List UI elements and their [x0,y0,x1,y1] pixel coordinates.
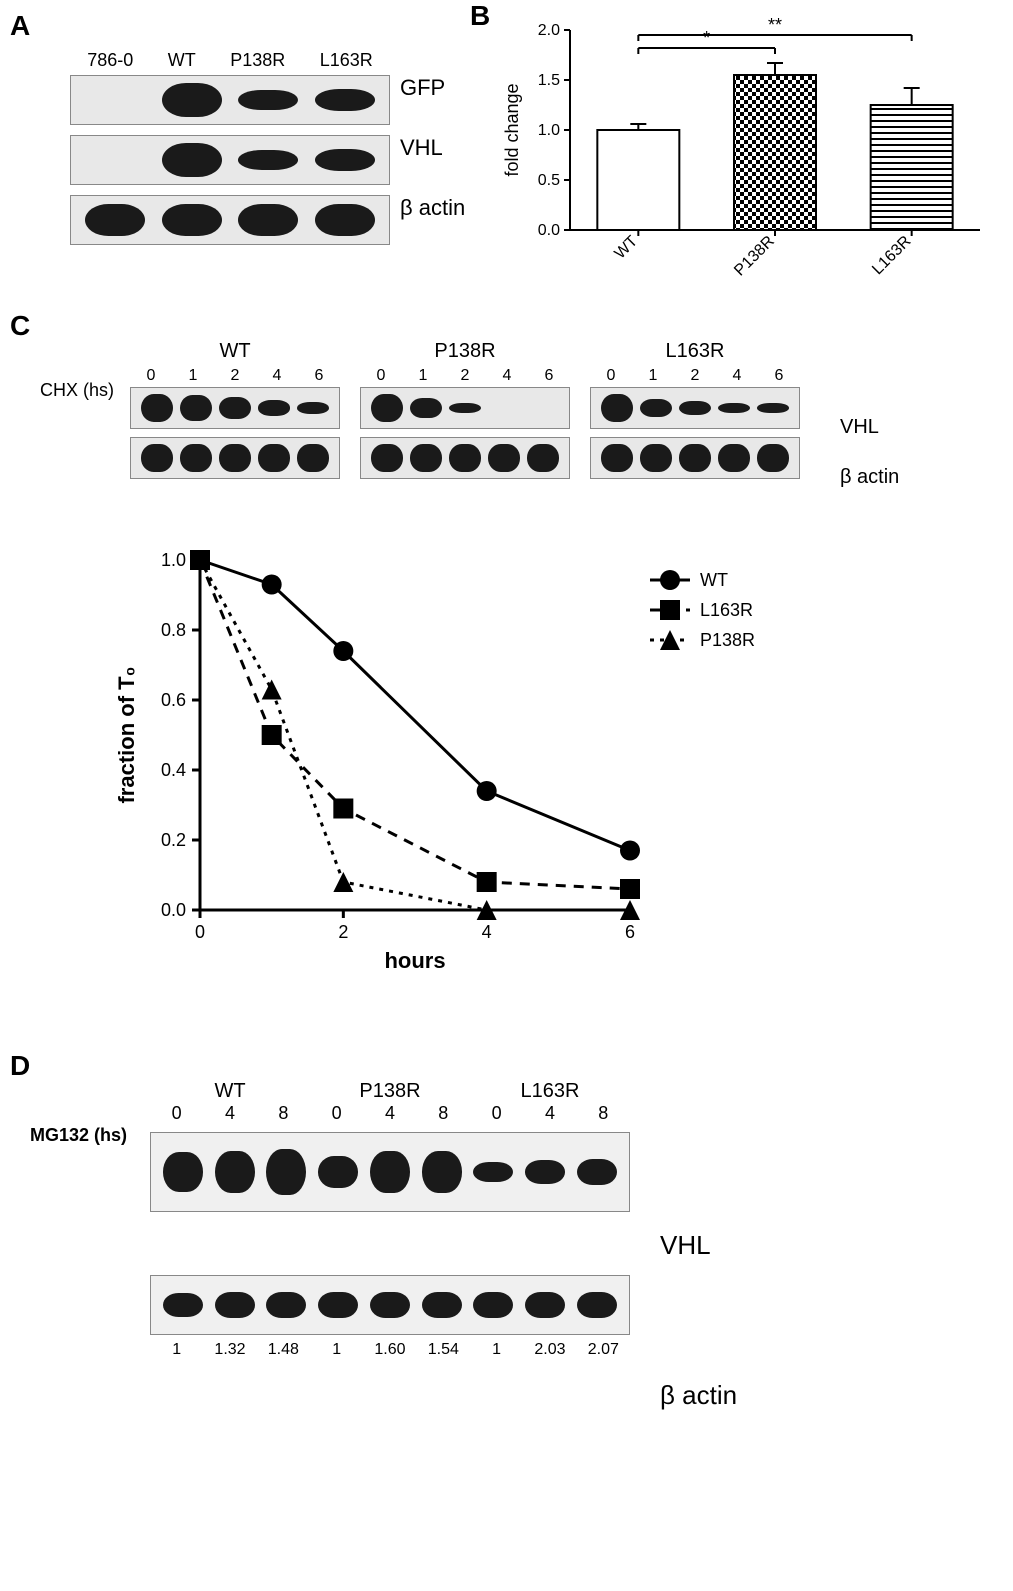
d-quant-val: 1.54 [417,1341,470,1359]
svg-text:2.0: 2.0 [538,22,560,39]
d-tp: 4 [363,1103,416,1124]
d-group-p138r: P138R [310,1080,470,1103]
c-blot-bactin [360,437,570,479]
svg-text:0.5: 0.5 [538,172,560,189]
d-quant-val: 1.32 [203,1341,256,1359]
d-tp: 0 [310,1103,363,1124]
panel-c-row-labels: VHL β actin [840,402,899,502]
svg-text:0.8: 0.8 [161,620,186,640]
panel-d-label: D [10,1050,30,1082]
c-group-label: WT [130,340,340,363]
c-row-bactin: β actin [840,452,899,502]
panel-d-area: WT P138R L163R 048048048 11.321.4811.601… [150,1080,630,1359]
d-quant-val: 1.60 [363,1341,416,1359]
c-blot-bactin [130,437,340,479]
svg-text:*: * [703,28,710,48]
c-group-l163r: L163R 01246 [590,340,800,487]
svg-text:L163R: L163R [869,233,914,278]
c-group-label: P138R [360,340,570,363]
lane-wt: WT [168,50,196,71]
d-quant-row: 11.321.4811.601.5412.032.07 [150,1341,630,1359]
panel-c-label: C [10,310,30,342]
d-tp: 8 [417,1103,470,1124]
c-group-wt: WT 01246 [130,340,340,487]
row-label-bactin: β actin [400,178,465,238]
c-row-vhl: VHL [840,402,899,452]
d-group-wt: WT [150,1080,310,1103]
c-group-label: L163R [590,340,800,363]
d-group-labels: WT P138R L163R [150,1080,630,1103]
c-blot-vhl [360,387,570,429]
svg-text:WT: WT [612,233,642,263]
svg-text:P138R: P138R [700,630,755,650]
d-blot-bactin [150,1275,630,1335]
svg-text:**: ** [768,15,782,35]
svg-text:4: 4 [482,922,492,942]
chx-label: CHX (hs) [40,380,114,401]
svg-text:fold change: fold change [502,83,522,176]
svg-text:0.4: 0.4 [161,760,186,780]
svg-text:6: 6 [625,922,635,942]
svg-text:1.0: 1.0 [161,550,186,570]
d-tp: 4 [523,1103,576,1124]
mg132-label: MG132 (hs) [30,1125,127,1146]
panel-a-lane-labels: 786-0 WT P138R L163R [70,50,390,71]
svg-text:L163R: L163R [700,600,753,620]
panel-d-row-labels: VHL β actin [660,1170,737,1470]
d-tp: 0 [150,1103,203,1124]
svg-text:WT: WT [700,570,728,590]
d-blot-vhl [150,1132,630,1212]
c-timepoints: 01246 [130,367,340,385]
svg-text:0.2: 0.2 [161,830,186,850]
row-label-gfp: GFP [400,58,465,118]
svg-text:P138R: P138R [731,233,778,280]
svg-text:0.0: 0.0 [538,222,560,239]
d-quant-val: 1 [310,1341,363,1359]
svg-text:1.0: 1.0 [538,122,560,139]
row-label-vhl: VHL [400,118,465,178]
panel-a-label: A [10,10,30,42]
panel-a-row-labels: GFP VHL β actin [400,58,465,238]
svg-text:fraction of T₀: fraction of T₀ [114,666,139,803]
blot-gfp [70,75,390,125]
d-tp: 0 [470,1103,523,1124]
panel-b-label: B [470,0,490,32]
d-tp: 8 [577,1103,630,1124]
svg-text:0.6: 0.6 [161,690,186,710]
svg-text:hours: hours [384,948,445,973]
blot-vhl [70,135,390,185]
lane-l163r: L163R [320,50,373,71]
c-blot-bactin [590,437,800,479]
d-quant-val: 1 [150,1341,203,1359]
panel-c-blot-grid: WT 01246 P138R 01246 L163R 01246 [130,340,820,487]
svg-text:0.0: 0.0 [161,900,186,920]
d-quant-val: 1.48 [257,1341,310,1359]
d-group-l163r: L163R [470,1080,630,1103]
lane-786-0: 786-0 [87,50,133,71]
svg-text:1.5: 1.5 [538,72,560,89]
d-tp: 8 [257,1103,310,1124]
d-row-vhl: VHL [660,1170,737,1320]
svg-text:2: 2 [338,922,348,942]
d-quant-val: 2.03 [523,1341,576,1359]
d-row-bactin: β actin [660,1320,737,1470]
decay-line-chart: 0.0 0.2 0.4 0.6 0.8 1.0 0 2 4 6 WT L163R P138R hours f… [110,540,810,980]
d-quant-val: 2.07 [577,1341,630,1359]
c-blot-vhl [130,387,340,429]
c-group-p138r: P138R 01246 [360,340,570,487]
c-blot-vhl [590,387,800,429]
d-tp: 4 [203,1103,256,1124]
bar-chart: 0.00.51.01.52.0WTP138RL163R***fold chang… [500,0,1000,300]
c-timepoints: 01246 [590,367,800,385]
d-quant-val: 1 [470,1341,523,1359]
panel-a-blot-area: 786-0 WT P138R L163R [70,50,390,255]
lane-p138r: P138R [230,50,285,71]
svg-text:0: 0 [195,922,205,942]
d-timepoints: 048048048 [150,1103,630,1124]
c-timepoints: 01246 [360,367,570,385]
blot-bactin [70,195,390,245]
